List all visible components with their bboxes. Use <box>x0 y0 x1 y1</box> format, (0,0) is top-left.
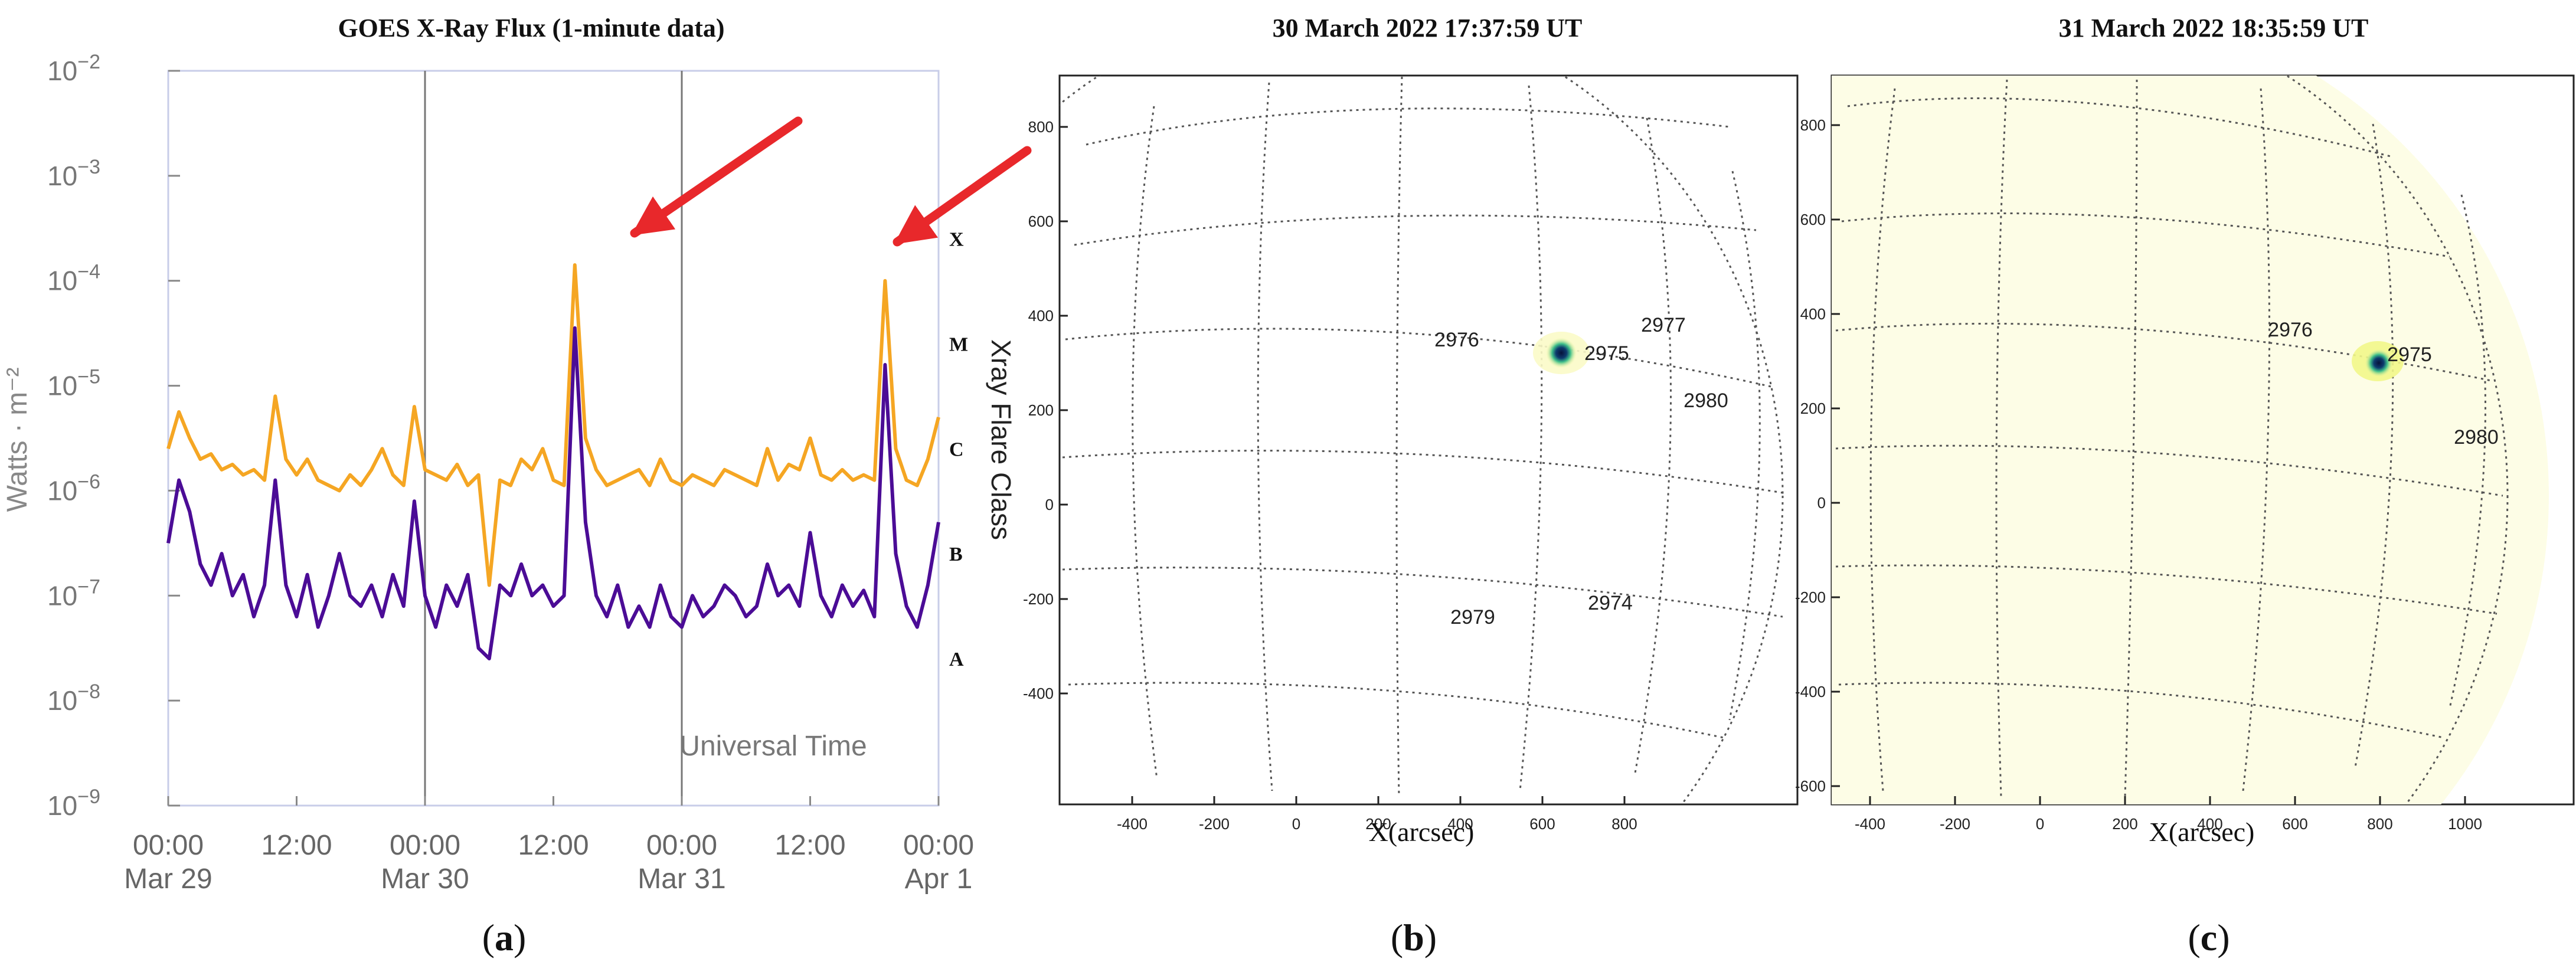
active-region-label: 2980 <box>2454 426 2499 449</box>
flare-class-label: C <box>949 438 964 460</box>
y-tick-label: 10−2 <box>47 51 100 86</box>
map-y-tick-label: 0 <box>1817 494 1826 512</box>
x-tick-time-label: 00:00 <box>903 830 974 861</box>
x-tick-date-label: Apr 1 <box>905 863 973 895</box>
map-x-tick-label: 400 <box>1447 815 1473 833</box>
map-y-tick-label: 200 <box>1800 400 1826 417</box>
chart-a-x-axis-label: Universal Time <box>679 731 867 762</box>
map-b-axis-ticks: -400 -200 0 200 400 600 800 800 600 400 200 0 -200 -4… <box>1023 118 1637 833</box>
panel-c-solar-disk-map: 31 March 2022 18:35:59 UT -400 -200 0 200 40… <box>1795 14 2575 847</box>
active-region-label: 2979 <box>1450 606 1495 629</box>
active-region-label: 2975 <box>2387 343 2432 366</box>
map-x-tick-label: 400 <box>2197 815 2222 833</box>
map-y-tick-label: 400 <box>1800 305 1826 323</box>
x-tick-time-label: 12:00 <box>518 830 589 861</box>
map-b-frame <box>1058 74 1799 806</box>
chart-a-y-axis-label: Watts · m⁻² <box>2 368 33 512</box>
map-x-tick-label: 800 <box>1611 815 1637 833</box>
map-y-tick-label: 200 <box>1028 401 1054 419</box>
map-x-tick-label: 600 <box>2282 815 2307 833</box>
map-x-tick-label: 0 <box>2036 815 2044 833</box>
map-c-title: 31 March 2022 18:35:59 UT <box>2059 14 2369 42</box>
map-x-tick-label: 800 <box>2367 815 2392 833</box>
map-x-tick-label: 1000 <box>2448 815 2482 833</box>
active-region-label: 2976 <box>2268 319 2313 341</box>
map-b-x-axis-label: X(arcsec) <box>1369 817 1475 847</box>
active-region-label: 2975 <box>1584 342 1629 365</box>
map-y-tick-label: 0 <box>1045 496 1054 513</box>
y-tick-label: 10−9 <box>47 786 100 821</box>
flare-class-label: M <box>949 333 968 355</box>
x-tick-date-label: Mar 29 <box>124 863 212 895</box>
chart-a-title: GOES X-Ray Flux (1-minute data) <box>338 14 724 42</box>
map-c-heliographic-grid <box>1832 76 2549 804</box>
chart-a-y-ticks: 10−2 10−3 10−4 10−5 10−6 10−7 10−8 10−9 <box>47 51 180 821</box>
panel-label-c: (c) <box>2188 917 2230 958</box>
map-x-tick-label: 600 <box>1529 815 1555 833</box>
flare-arrow-2 <box>893 146 1032 247</box>
active-region-label: 2977 <box>1641 314 1686 336</box>
y-tick-label: 10−8 <box>47 680 100 716</box>
flare-class-label: B <box>949 544 963 565</box>
map-y-tick-label: -400 <box>1023 685 1054 702</box>
map-x-tick-label: 200 <box>1365 815 1391 833</box>
map-c-axis-ticks: -400 -200 0 200 400 600 800 1000 800 600 400 200 0 -2… <box>1795 116 2482 833</box>
x-tick-date-label: Mar 30 <box>381 863 469 895</box>
map-y-tick-label: 600 <box>1800 211 1826 228</box>
map-x-tick-label: -200 <box>1940 815 1970 833</box>
map-b-flare-spot <box>1546 338 1577 368</box>
active-region-label: 2974 <box>1588 592 1633 614</box>
map-y-tick-label: -600 <box>1795 777 1826 795</box>
map-x-tick-label: -200 <box>1199 815 1230 833</box>
x-tick-time-label: 12:00 <box>774 830 845 861</box>
panel-label-a: (a) <box>482 917 527 958</box>
map-b-title: 30 March 2022 17:37:59 UT <box>1273 14 1583 42</box>
active-region-label: 2976 <box>1434 329 1479 351</box>
panel-a-xray-flux-chart: GOES X-Ray Flux (1-minute data) 10−2 10−3… <box>2 14 1032 895</box>
map-c-flare-spot <box>2365 349 2393 377</box>
y-tick-label: 10−5 <box>47 366 100 401</box>
panel-labels: (a) (b) (c) <box>482 917 2230 958</box>
active-region-label: 2980 <box>1683 390 1728 412</box>
map-b-heliographic-grid <box>1060 76 1784 804</box>
map-y-tick-label: -400 <box>1795 683 1826 701</box>
map-y-tick-label: 600 <box>1028 212 1054 230</box>
y-tick-label: 10−6 <box>47 470 100 506</box>
x-tick-time-label: 12:00 <box>261 830 332 861</box>
x-tick-time-label: 00:00 <box>646 830 717 861</box>
series-short-channel-line <box>166 326 940 660</box>
y-tick-label: 10−7 <box>47 575 100 611</box>
flare-arrow-1 <box>630 116 803 238</box>
map-x-tick-label: -400 <box>1855 815 1885 833</box>
panel-b-solar-disk-map: 30 March 2022 17:37:59 UT -400 -200 0 200 40… <box>1023 14 1799 847</box>
x-tick-date-label: Mar 31 <box>638 863 725 895</box>
map-c-active-region-labels: 2976 2975 2980 <box>2268 319 2499 449</box>
panel-label-b: (b) <box>1391 917 1437 958</box>
chart-a-flare-class-labels: X M C B A <box>949 229 968 670</box>
map-y-tick-label: 800 <box>1028 118 1054 136</box>
x-tick-time-label: 00:00 <box>133 830 204 861</box>
series-long-channel-line <box>166 263 940 587</box>
map-c-x-axis-label: X(arcsec) <box>2149 817 2255 847</box>
flare-class-label: A <box>949 649 964 670</box>
flare-class-label: X <box>949 229 964 251</box>
map-x-tick-label: 200 <box>2112 815 2137 833</box>
chart-a-right-axis-label: Xray Flare Class <box>986 339 1016 540</box>
y-tick-label: 10−4 <box>47 261 100 296</box>
map-x-tick-label: 0 <box>1292 815 1300 833</box>
map-b-active-region-labels: 2976 2975 2977 2980 2979 2974 <box>1434 314 1728 629</box>
x-tick-time-label: 00:00 <box>390 830 460 861</box>
map-y-tick-label: 400 <box>1028 307 1054 325</box>
map-x-tick-label: -400 <box>1117 815 1148 833</box>
y-tick-label: 10−3 <box>47 156 100 191</box>
map-y-tick-label: 800 <box>1800 116 1826 134</box>
chart-a-day-separators <box>424 71 683 806</box>
map-y-tick-label: -200 <box>1023 590 1054 608</box>
map-y-tick-label: -200 <box>1795 588 1826 606</box>
